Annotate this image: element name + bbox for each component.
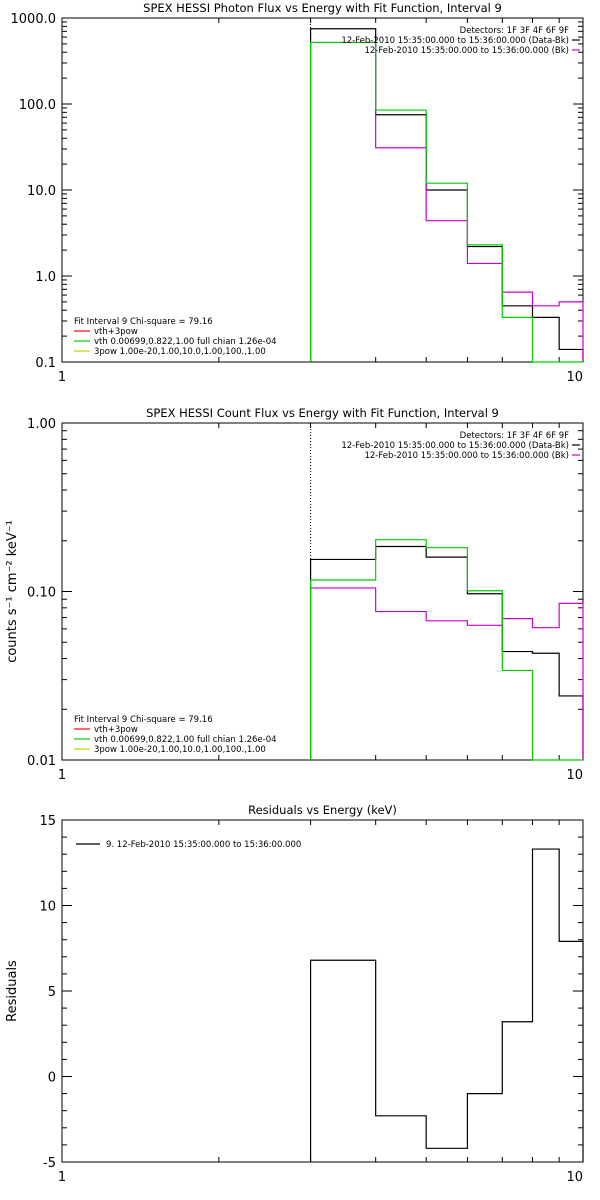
y-tick-label: 15 <box>39 814 56 829</box>
x-tick-label: 10 <box>566 768 583 783</box>
series-legend-entry: 9. 12-Feb-2010 15:35:00.000 to 15:36:00.… <box>106 840 301 850</box>
y-tick-label: 10.0 <box>27 184 56 199</box>
y-tick-label: 10 <box>39 900 56 915</box>
x-tick-label: 1 <box>58 370 66 385</box>
legend-entry: 12-Feb-2010 15:35:00.000 to 15:36:00.000… <box>364 46 569 56</box>
y-axis-label: Residuals <box>5 960 20 1022</box>
fit-legend-header: Fit Interval 9 Chi-square = 79.16 <box>74 715 213 725</box>
fit-legend-entry: 3pow 1.00e-20,1.00,10.0,1.00,100.,1.00 <box>94 347 266 357</box>
fit-legend-header: Fit Interval 9 Chi-square = 79.16 <box>74 317 213 327</box>
x-tick-label: 10 <box>566 1170 583 1185</box>
legend-entry: 12-Feb-2010 15:35:00.000 to 15:36:00.000… <box>341 36 569 46</box>
fit-legend-entry: 3pow 1.00e-20,1.00,10.0,1.00,100.,1.00 <box>94 745 266 755</box>
series-vth-3pow-line <box>309 539 583 761</box>
series-bk-line <box>309 587 584 760</box>
series-9-12-feb-2010-15-35-00-000-to-15-36-00-000-line <box>309 848 584 1162</box>
y-tick-label: 0.1 <box>35 356 56 371</box>
fit-legend-entry: vth+3pow <box>94 327 138 337</box>
y-tick-label: 1000.0 <box>11 12 57 27</box>
legend-entry: 12-Feb-2010 15:35:00.000 to 15:36:00.000… <box>364 451 569 461</box>
y-tick-label: 1.00 <box>27 417 56 432</box>
chart-title: Residuals vs Energy (keV) <box>248 803 397 817</box>
x-tick-label: 10 <box>566 370 583 385</box>
y-tick-label: 0.10 <box>27 586 56 601</box>
chart-title: SPEX HESSI Count Flux vs Energy with Fit… <box>146 406 499 420</box>
legend-entry: Detectors: 1F 3F 4F 6F 9F <box>460 26 569 36</box>
x-tick-label: 1 <box>58 1170 66 1185</box>
y-tick-label: 5 <box>48 985 56 1000</box>
legend-entry: Detectors: 1F 3F 4F 6F 9F <box>460 431 569 441</box>
fit-legend-entry: vth 0.00699,0.822,1.00 full chian 1.26e-… <box>94 337 277 347</box>
y-axis-label: counts s⁻¹ cm⁻² keV⁻¹ <box>5 520 20 663</box>
y-tick-label: -5 <box>43 1156 56 1171</box>
y-tick-label: 0 <box>48 1071 56 1086</box>
y-tick-label: 1.0 <box>35 270 56 285</box>
series-vth-3pow-line <box>309 41 583 363</box>
fit-legend-entry: vth 0.00699,0.822,1.00 full chian 1.26e-… <box>94 735 277 745</box>
chart-title: SPEX HESSI Photon Flux vs Energy with Fi… <box>143 1 502 15</box>
fit-legend-entry: vth+3pow <box>94 725 138 735</box>
x-tick-label: 1 <box>58 768 66 783</box>
legend-entry: 12-Feb-2010 15:35:00.000 to 15:36:00.000… <box>341 441 569 451</box>
y-tick-label: 100.0 <box>19 98 56 113</box>
y-tick-label: 0.01 <box>27 754 56 769</box>
